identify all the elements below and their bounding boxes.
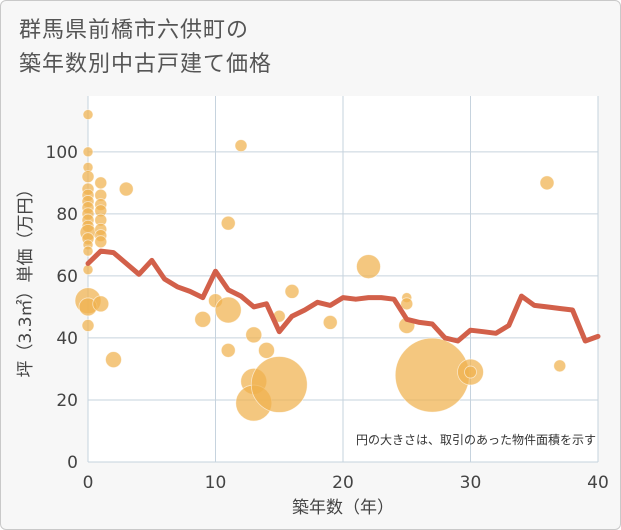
data-bubble	[464, 365, 477, 379]
x-tick-label: 40	[587, 473, 609, 493]
bubble-series	[74, 109, 567, 422]
chart-title: 群馬県前橋市六供町の 築年数別中古戸建て価格	[19, 14, 272, 82]
data-bubble	[322, 315, 338, 330]
data-bubble	[92, 295, 110, 313]
data-bubble	[81, 170, 95, 184]
data-bubble	[245, 326, 263, 344]
average-price-line	[85, 248, 601, 344]
data-bubble	[553, 359, 567, 373]
y-tick-label: 60	[56, 267, 78, 287]
data-bubble	[539, 175, 555, 191]
data-bubble	[94, 176, 108, 190]
chart-title-line2: 築年数別中古戸建て価格	[19, 52, 273, 77]
y-tick-label: 0	[67, 453, 78, 473]
data-bubble	[82, 245, 94, 257]
data-bubble	[94, 235, 108, 249]
y-tick-label: 100	[46, 143, 78, 163]
data-bubble	[356, 254, 381, 279]
data-bubble	[82, 109, 94, 121]
data-bubble	[118, 181, 134, 197]
y-tick-label: 80	[56, 205, 78, 225]
data-bubble	[105, 351, 122, 369]
data-bubble	[258, 341, 275, 359]
data-bubble	[82, 264, 94, 276]
data-bubble	[400, 297, 414, 311]
y-axis-label: 坪（3.3㎡）単価（万円）	[16, 180, 36, 377]
data-bubble	[194, 310, 212, 328]
y-tick-label: 40	[56, 329, 78, 349]
x-axis-ticks: 0 10 20 30 40	[83, 473, 609, 493]
y-tick-label: 20	[56, 391, 78, 411]
x-tick-label: 0	[83, 473, 94, 493]
y-axis-ticks: 0 20 40 60 80 100	[46, 143, 78, 473]
data-bubble	[82, 146, 94, 158]
data-bubble	[234, 139, 248, 153]
size-annotation: 円の大きさは、取引のあった物件面積を示す	[356, 432, 596, 447]
data-bubble	[81, 319, 95, 332]
x-tick-label: 20	[332, 473, 354, 493]
data-bubble	[284, 284, 300, 299]
data-bubble	[220, 215, 236, 231]
x-tick-label: 30	[460, 473, 482, 493]
x-tick-label: 10	[205, 473, 227, 493]
data-bubble	[250, 356, 308, 413]
data-bubble	[214, 296, 242, 324]
grid-lines	[87, 96, 599, 463]
x-axis-label: 築年数（年）	[292, 498, 394, 518]
data-bubble	[220, 342, 236, 358]
chart-title-line1: 群馬県前橋市六供町の	[19, 18, 250, 43]
